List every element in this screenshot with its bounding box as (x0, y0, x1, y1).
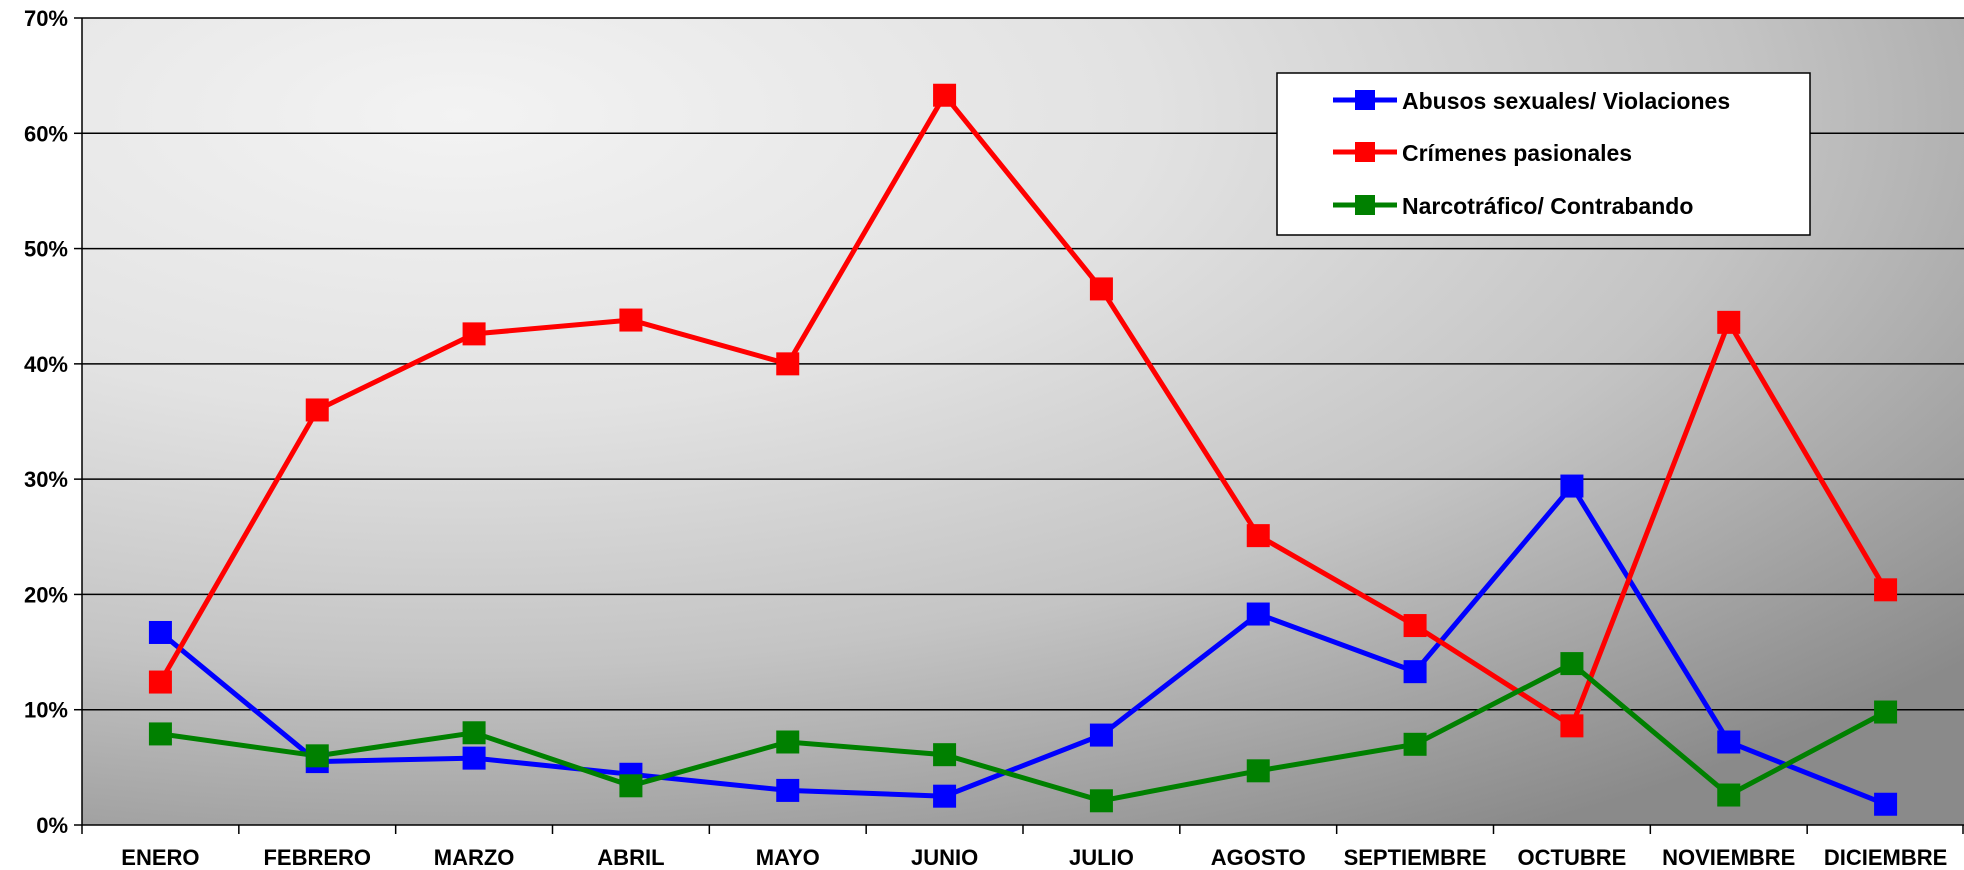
x-tick-label: FEBRERO (263, 845, 371, 870)
legend-label-crimenes: Crímenes pasionales (1402, 140, 1632, 166)
data-point-marker (148, 670, 172, 694)
legend: Abusos sexuales/ Violaciones Crímenes pa… (1276, 72, 1811, 236)
data-point-marker (1246, 602, 1270, 626)
legend-item-narcotrafico: Narcotráfico/ Contrabando (1333, 193, 1693, 219)
x-tick-label: JUNIO (911, 845, 978, 870)
data-point-marker (305, 744, 329, 768)
data-point-marker (933, 743, 957, 767)
data-point-marker (305, 398, 329, 422)
legend-item-crimenes: Crímenes pasionales (1333, 140, 1632, 166)
x-axis-ticks: ENERO FEBRERO MARZO ABRIL MAYO JUNIO JULIO AGOS… (81, 825, 1964, 870)
data-point-marker (1089, 723, 1113, 747)
data-point-marker (1560, 652, 1584, 676)
series-line-2 (160, 660, 1887, 804)
data-point-marker (1560, 714, 1584, 738)
data-point-marker (1717, 783, 1741, 807)
data-point-marker (1246, 759, 1270, 783)
y-tick-label: 60% (24, 121, 68, 146)
data-point-marker (1560, 474, 1584, 498)
legend-marker-abusos (1355, 90, 1375, 110)
data-point-marker (619, 308, 643, 332)
y-tick-label: 50% (24, 237, 68, 262)
data-point-marker (1403, 614, 1427, 638)
data-point-marker (933, 784, 957, 808)
series-lines (148, 83, 1898, 816)
data-point-marker (776, 778, 800, 802)
y-tick-label: 40% (24, 352, 68, 377)
legend-item-abusos: Abusos sexuales/ Violaciones (1333, 88, 1730, 114)
y-tick-label: 0% (36, 813, 68, 838)
y-tick-label: 20% (24, 582, 68, 607)
y-tick-label: 70% (24, 6, 68, 31)
x-tick-label: AGOSTO (1211, 845, 1306, 870)
x-tick-label: MAYO (756, 845, 820, 870)
x-tick-label: MARZO (434, 845, 515, 870)
x-tick-label: SEPTIEMBRE (1344, 845, 1487, 870)
x-tick-label: ENERO (121, 845, 199, 870)
data-point-marker (619, 774, 643, 798)
series-line-0 (158, 481, 1887, 807)
legend-label-narcotrafico: Narcotráfico/ Contrabando (1402, 193, 1693, 219)
data-point-marker (1403, 660, 1427, 684)
x-tick-label: NOVIEMBRE (1662, 845, 1795, 870)
data-point-marker (776, 730, 800, 754)
data-point-marker (148, 620, 172, 644)
legend-label-abusos: Abusos sexuales/ Violaciones (1402, 88, 1730, 114)
data-point-marker (462, 322, 486, 346)
data-point-marker (1246, 524, 1270, 548)
x-tick-label: DICIEMBRE (1824, 845, 1947, 870)
y-tick-label: 10% (24, 698, 68, 723)
data-point-marker (933, 83, 957, 107)
data-point-marker (1717, 730, 1741, 754)
data-point-marker (1403, 732, 1427, 756)
data-point-marker (1717, 310, 1741, 334)
y-axis-ticks: 0% 10% 20% 30% 40% 50% 60% 70% (24, 6, 82, 838)
data-point-marker (1874, 792, 1898, 816)
data-point-marker (462, 721, 486, 745)
data-point-marker (776, 352, 800, 376)
data-point-marker (462, 746, 486, 770)
data-point-marker (1874, 700, 1898, 724)
legend-marker-narcotrafico (1355, 195, 1375, 215)
data-point-marker (148, 722, 172, 746)
legend-marker-crimenes (1355, 142, 1375, 162)
x-tick-label: OCTUBRE (1518, 845, 1627, 870)
y-tick-label: 30% (24, 467, 68, 492)
x-tick-label: ABRIL (597, 845, 664, 870)
data-point-marker (1089, 789, 1113, 813)
series-line-1 (158, 90, 1888, 730)
data-point-marker (1874, 578, 1898, 602)
x-tick-label: JULIO (1069, 845, 1134, 870)
data-point-marker (1089, 277, 1113, 301)
